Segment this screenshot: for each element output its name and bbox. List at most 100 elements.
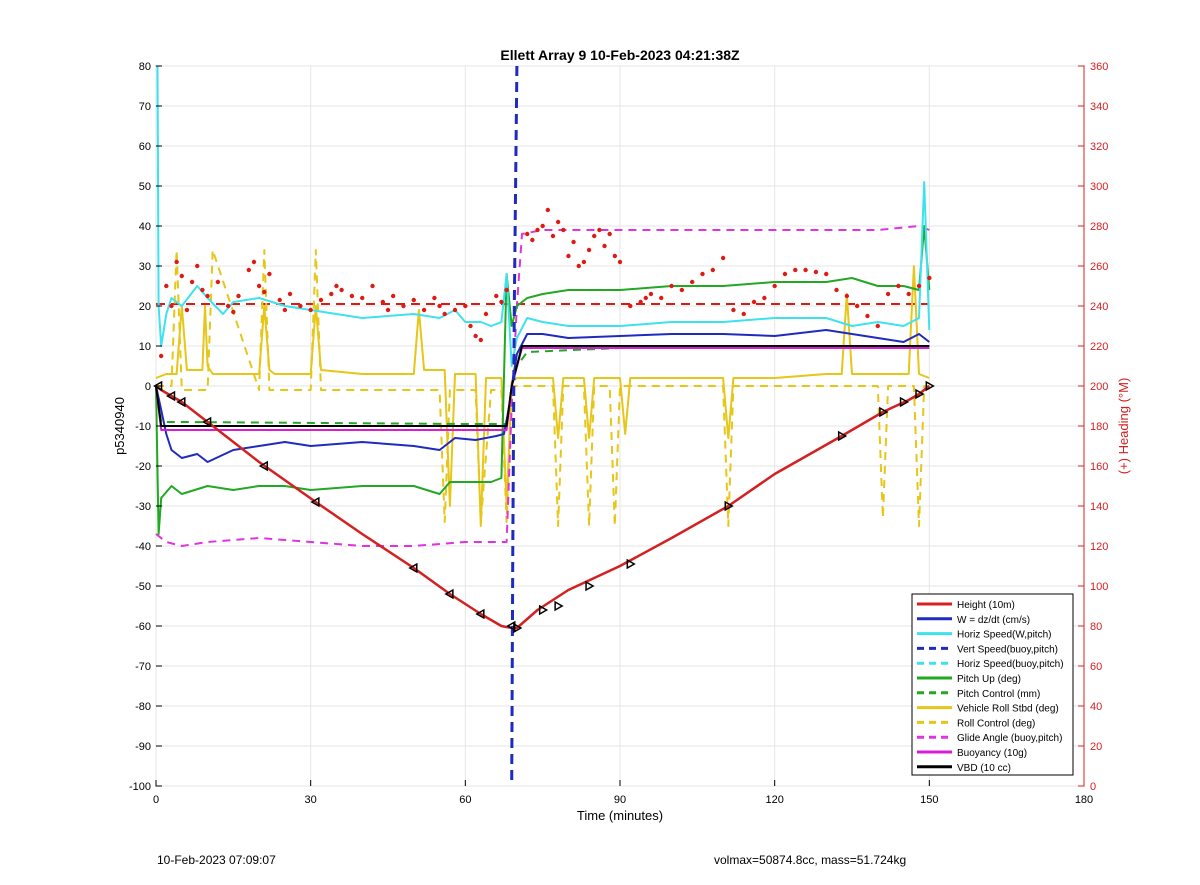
x-tick-label: 150 <box>920 794 938 806</box>
heading-point <box>390 293 396 299</box>
heading-point <box>612 253 618 259</box>
heading-point <box>597 227 602 233</box>
y2-tick-label: 180 <box>1090 421 1108 433</box>
y2-tick-label: 20 <box>1090 741 1102 753</box>
heading-point <box>385 307 391 313</box>
y-tick-label: 40 <box>139 221 151 233</box>
heading-point <box>277 297 282 303</box>
heading-point <box>442 311 447 317</box>
heading-point <box>432 295 437 301</box>
heading-point <box>700 271 705 277</box>
heading-point <box>854 303 860 309</box>
height-marker <box>310 496 320 508</box>
heading-point <box>262 289 267 295</box>
y-tick-label: 70 <box>139 101 151 113</box>
series-line <box>155 329 930 463</box>
y2-tick-label: 320 <box>1090 141 1108 153</box>
series-line <box>155 225 930 547</box>
height-marker <box>176 396 186 408</box>
heading-point <box>401 303 406 309</box>
y-tick-label: -10 <box>135 421 151 433</box>
heading-point <box>370 283 375 289</box>
y2-tick-label: 200 <box>1090 381 1108 393</box>
series-line <box>510 65 519 787</box>
legend: Height (10m) W = dz/dt (cm/s) Horiz Speed(… <box>911 593 1074 776</box>
heading-point <box>679 287 685 293</box>
heading-point <box>555 219 561 225</box>
heading-point <box>473 333 478 339</box>
heading-point <box>617 259 623 265</box>
heading-point <box>906 291 911 297</box>
y-tick-label: 0 <box>145 381 151 393</box>
heading-point <box>885 291 891 297</box>
x-tick-label: 180 <box>1075 794 1093 806</box>
y2-tick-label: 60 <box>1090 661 1102 673</box>
heading-point <box>287 291 293 297</box>
legend-label: W = dz/dt (cm/s) <box>957 615 1030 626</box>
series-line <box>155 345 930 427</box>
heading-point <box>421 307 427 313</box>
heading-point <box>525 231 530 237</box>
legend-label: Pitch Up (deg) <box>957 674 1021 685</box>
heading-point <box>561 227 566 233</box>
height-marker <box>258 460 269 472</box>
height-marker <box>202 416 212 428</box>
heading-point <box>246 267 251 273</box>
height-marker <box>837 430 848 442</box>
heading-point <box>689 279 695 285</box>
y2-tick-label: 360 <box>1090 61 1108 73</box>
y-tick-label: -30 <box>135 501 151 513</box>
y-tick-label: -60 <box>135 621 151 633</box>
heading-point <box>494 293 499 299</box>
heading-point <box>334 283 339 289</box>
y2-axis-label: (+) Heading (°M) <box>1116 378 1131 475</box>
heading-point <box>308 307 313 313</box>
heading-point <box>782 271 788 277</box>
heading-point <box>535 227 540 233</box>
heading-point <box>349 293 355 299</box>
x-tick-label: 90 <box>614 794 626 806</box>
heading-point <box>298 303 303 309</box>
heading-point <box>550 233 556 239</box>
height-marker <box>554 600 564 612</box>
y2-tick-label: 140 <box>1090 501 1108 513</box>
footer-volmax-mass: volmax=50874.8cc, mass=51.724kg <box>714 853 907 867</box>
heading-point <box>164 283 169 289</box>
heading-point <box>205 293 210 299</box>
y-tick-label: -100 <box>129 781 151 793</box>
heading-point <box>225 303 231 309</box>
heading-point <box>927 275 932 281</box>
heading-point <box>824 271 829 277</box>
heading-point <box>169 303 174 309</box>
y-tick-label: 20 <box>139 301 151 313</box>
legend-label: Vehicle Roll Stbd (deg) <box>957 704 1059 715</box>
heading-point <box>844 293 850 299</box>
heading-point <box>437 303 442 309</box>
heading-point <box>339 287 344 293</box>
legend-box <box>911 593 1074 776</box>
heading-point <box>282 307 288 313</box>
heading-point <box>772 283 777 289</box>
heading-point <box>499 299 504 305</box>
heading-point <box>710 267 715 273</box>
y2-tick-label: 280 <box>1090 221 1108 233</box>
y2-tick-label: 260 <box>1090 261 1108 273</box>
y2-tick-label: 0 <box>1090 781 1096 793</box>
y2-tick-label: 120 <box>1090 541 1108 553</box>
heading-point <box>158 353 164 359</box>
heading-point <box>483 311 489 317</box>
heading-point <box>452 307 458 313</box>
heading-point <box>540 223 545 229</box>
y2-tick-label: 160 <box>1090 461 1108 473</box>
heading-point <box>669 283 674 289</box>
series-line <box>155 265 930 527</box>
x-tick-label: 60 <box>459 794 471 806</box>
legend-label: Glide Angle (buoy,pitch) <box>957 733 1062 744</box>
heading-point <box>184 307 190 313</box>
height-marker <box>165 390 176 402</box>
y2-tick-label: 340 <box>1090 101 1108 113</box>
heading-point <box>643 295 648 301</box>
y-tick-label: -20 <box>135 461 151 473</box>
legend-label: VBD (10 cc) <box>957 763 1011 774</box>
y-tick-label: -70 <box>135 661 151 673</box>
